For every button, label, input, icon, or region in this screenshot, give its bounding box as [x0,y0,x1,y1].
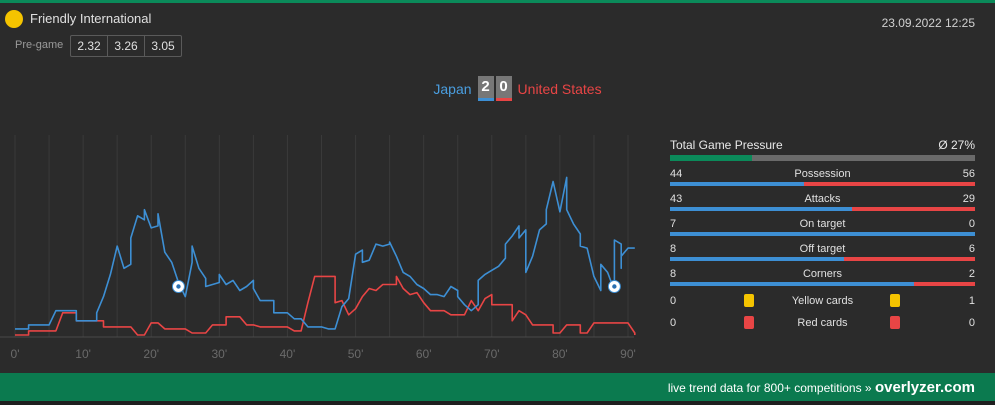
card-home-icon [744,316,754,329]
pregame-odds: 2.32 3.26 3.05 [70,35,182,57]
stat-bar-home [670,232,975,236]
stat-away-value: 2 [968,268,975,280]
card-home-value: 0 [670,317,677,329]
stat-bar-home [670,182,805,186]
x-tick-label: 50' [348,347,364,361]
stat-bar [670,232,975,236]
pressure-label: Total Game Pressure [670,138,783,152]
stat-attacks: 43 Attacks 29 [670,193,975,211]
stat-bar-away [914,282,975,286]
scoreline: Japan 2 0 United States [0,76,995,101]
stat-bar [670,257,975,261]
footer-brand[interactable]: overlyzer.com [874,379,975,396]
stat-bar [670,182,975,186]
x-tick-label: 70' [484,347,500,361]
stat-values: 8 Off target 6 [670,243,975,256]
match-datetime: 23.09.2022 12:25 [881,16,975,30]
stat-label: Possession [794,168,851,180]
odd-away[interactable]: 3.05 [151,39,175,53]
card-home-icon [744,294,754,307]
x-tick-label: 90' [620,347,636,361]
card-away-value: 1 [968,295,975,307]
x-tick-label: 0' [11,347,20,361]
x-tick-label: 30' [212,347,228,361]
pressure-value: Ø 27% [938,138,975,152]
competition-icon [5,10,23,28]
away-team-name[interactable]: United States [517,80,602,97]
stat-home-value: 8 [670,243,677,255]
stat-values: 43 Attacks 29 [670,193,975,206]
home-team-name[interactable]: Japan [433,80,472,97]
footer-banner: live trend data for 800+ competitions » … [0,373,995,401]
card-home-value: 0 [670,295,677,307]
stat-values: 7 On target 0 [670,218,975,231]
pregame-label: Pre-game [15,39,64,51]
stat-bar-away [844,257,975,261]
series-line-japan [15,176,635,330]
stat-bar-home [670,207,853,211]
away-score: 0 [495,76,512,101]
top-accent-bar [0,0,995,3]
pressure-bar [670,155,975,161]
stat-bar-home [670,257,845,261]
stat-label: Corners [802,268,843,280]
stat-label: Attacks [804,193,841,205]
stat-home-value: 7 [670,218,677,230]
stat-values: 44 Possession 56 [670,168,975,181]
competition-name[interactable]: Friendly International [30,11,152,26]
pressure-bar-fill [670,155,753,161]
stat-away-value: 56 [962,168,975,180]
stat-red-cards: 0 Red cards 0 [670,316,975,330]
odd-home[interactable]: 2.32 [71,36,108,56]
card-away-icon [890,294,900,307]
x-tick-label: 40' [280,347,296,361]
card-list: 0 Yellow cards 1 0 Red cards 0 [670,294,975,330]
stat-away-value: 6 [968,243,975,255]
pressure-row: Total Game Pressure Ø 27% [670,138,975,152]
bottom-border [0,401,995,405]
home-score: 2 [477,76,494,101]
stat-possession: 44 Possession 56 [670,168,975,186]
stat-corners: 8 Corners 2 [670,268,975,286]
stat-away-value: 29 [962,193,975,205]
series-line-united-states [15,275,636,336]
stat-home-value: 44 [670,168,683,180]
stat-home-value: 43 [670,193,683,205]
goal-ball-icon-center [176,284,181,289]
stat-away-value: 0 [968,218,975,230]
card-away-icon [890,316,900,329]
x-tick-label: 20' [143,347,159,361]
stat-values: 8 Corners 2 [670,268,975,281]
footer-tagline: live trend data for 800+ competitions » [667,381,875,395]
stats-panel: Total Game Pressure Ø 27% 44 Possession 56… [670,138,975,330]
stat-bar [670,207,975,211]
card-label: Yellow cards [791,295,854,307]
goal-ball-icon-center [612,284,617,289]
stat-label: Off target [799,243,846,255]
card-away-value: 0 [968,317,975,329]
stat-on-target: 7 On target 0 [670,218,975,236]
x-tick-label: 10' [75,347,91,361]
stat-bar [670,282,975,286]
stat-home-value: 8 [670,268,677,280]
stat-off-target: 8 Off target 6 [670,243,975,261]
stat-yellow-cards: 0 Yellow cards 1 [670,294,975,308]
stat-bar-away [804,182,975,186]
stat-bar-away [852,207,975,211]
stat-list: 44 Possession 56 43 Attacks 29 7 On target 0 8 Off… [670,168,975,286]
card-label: Red cards [797,317,848,329]
footer-text[interactable]: live trend data for 800+ competitions » … [668,379,975,396]
stat-bar-home [670,282,914,286]
x-tick-label: 60' [416,347,432,361]
x-tick-label: 80' [552,347,568,361]
stat-label: On target [799,218,846,230]
odd-draw[interactable]: 3.26 [108,36,145,56]
pressure-trend-chart: 0' 10' 20' 30' 40' 50' 60' 70' 80' 90' [0,135,636,361]
